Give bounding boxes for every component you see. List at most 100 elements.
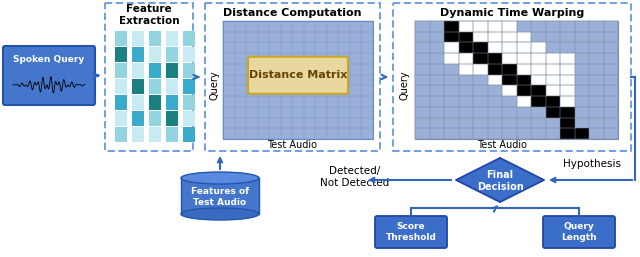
Polygon shape xyxy=(456,158,544,202)
Bar xyxy=(516,85,531,96)
Bar xyxy=(589,117,604,128)
Bar xyxy=(115,63,127,78)
Bar xyxy=(531,85,545,96)
Bar xyxy=(429,107,444,117)
Bar xyxy=(502,32,516,42)
Bar xyxy=(589,21,604,32)
Bar xyxy=(516,42,531,53)
Bar xyxy=(589,85,604,96)
Bar xyxy=(575,21,589,32)
Bar xyxy=(589,64,604,75)
Bar xyxy=(115,95,127,110)
Text: Distance Computation: Distance Computation xyxy=(223,8,362,18)
Bar xyxy=(545,96,560,107)
Bar xyxy=(458,85,473,96)
Bar xyxy=(149,47,161,62)
Bar xyxy=(531,75,545,85)
Bar xyxy=(589,32,604,42)
Bar xyxy=(166,31,178,46)
Bar xyxy=(604,32,618,42)
Bar xyxy=(429,32,444,42)
Bar xyxy=(560,42,575,53)
Bar xyxy=(531,117,545,128)
FancyBboxPatch shape xyxy=(3,46,95,105)
Bar xyxy=(488,32,502,42)
Bar xyxy=(575,107,589,117)
Bar xyxy=(560,96,575,107)
Bar xyxy=(516,75,531,85)
Bar xyxy=(115,111,127,126)
Bar xyxy=(516,85,531,96)
Bar xyxy=(531,128,545,139)
Bar xyxy=(415,42,429,53)
Bar xyxy=(531,53,545,64)
Bar xyxy=(429,117,444,128)
Bar xyxy=(415,21,618,139)
Bar xyxy=(183,47,195,62)
Bar xyxy=(604,21,618,32)
Bar xyxy=(545,107,560,117)
Bar xyxy=(488,75,502,85)
Bar xyxy=(473,107,488,117)
Bar xyxy=(560,107,575,117)
Bar xyxy=(444,85,458,96)
Bar xyxy=(604,53,618,64)
Bar xyxy=(458,96,473,107)
Text: Query: Query xyxy=(209,70,219,100)
Bar xyxy=(473,64,488,75)
Bar xyxy=(502,53,516,64)
Bar xyxy=(516,75,531,85)
Bar xyxy=(429,96,444,107)
Bar xyxy=(166,47,178,62)
Bar xyxy=(132,63,144,78)
Bar xyxy=(473,128,488,139)
Bar xyxy=(575,96,589,107)
Bar xyxy=(545,64,560,75)
Bar xyxy=(589,53,604,64)
Bar xyxy=(560,21,575,32)
Bar xyxy=(223,21,373,139)
Bar xyxy=(429,75,444,85)
Bar xyxy=(560,32,575,42)
Bar xyxy=(429,53,444,64)
Bar xyxy=(575,53,589,64)
Bar xyxy=(415,53,429,64)
Bar xyxy=(575,85,589,96)
Bar xyxy=(604,64,618,75)
Text: Spoken Query: Spoken Query xyxy=(13,56,84,65)
Bar xyxy=(531,21,545,32)
Bar xyxy=(415,32,429,42)
Bar xyxy=(531,96,545,107)
Bar xyxy=(415,96,429,107)
Bar xyxy=(132,95,144,110)
Bar xyxy=(560,128,575,139)
FancyBboxPatch shape xyxy=(543,216,615,248)
Bar xyxy=(458,107,473,117)
Bar xyxy=(488,64,502,75)
Bar xyxy=(604,42,618,53)
Bar xyxy=(575,32,589,42)
Bar xyxy=(589,128,604,139)
Bar xyxy=(444,21,458,32)
Bar xyxy=(560,75,575,85)
Bar xyxy=(149,63,161,78)
Bar xyxy=(183,63,195,78)
Bar xyxy=(545,96,560,107)
Bar xyxy=(458,75,473,85)
Bar xyxy=(516,117,531,128)
Bar xyxy=(531,42,545,53)
Bar xyxy=(488,21,502,32)
Bar xyxy=(415,107,429,117)
Ellipse shape xyxy=(181,208,259,220)
Bar xyxy=(488,128,502,139)
Bar xyxy=(488,64,502,75)
Bar xyxy=(132,111,144,126)
Bar xyxy=(516,21,531,32)
Bar xyxy=(545,21,560,32)
Text: Test Audio: Test Audio xyxy=(477,140,527,150)
Bar xyxy=(560,85,575,96)
FancyBboxPatch shape xyxy=(375,216,447,248)
Bar xyxy=(166,111,178,126)
Bar xyxy=(473,53,488,64)
Bar xyxy=(444,32,458,42)
